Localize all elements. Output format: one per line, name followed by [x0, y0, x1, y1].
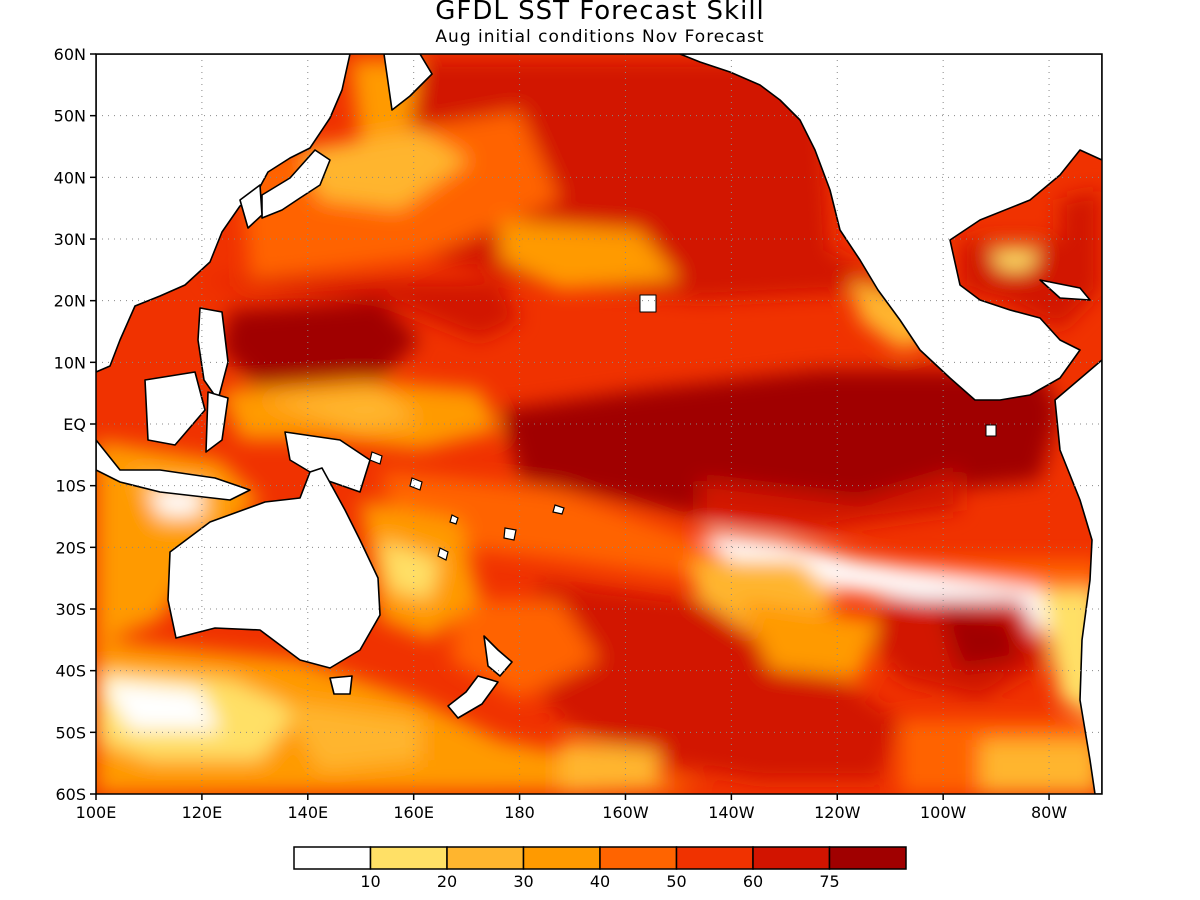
subtropical-low-skill — [700, 530, 1060, 640]
lon-tick-label: 120W — [814, 803, 861, 822]
lon-tick-label: 140E — [287, 803, 328, 822]
lon-tick-label: 100W — [920, 803, 967, 822]
borneo-land — [144, 371, 206, 446]
lat-tick-label: 10S — [55, 477, 86, 496]
japan-land — [261, 149, 331, 219]
tasmania-land — [329, 675, 353, 695]
lon-tick-label: 160E — [393, 803, 434, 822]
sumatra-java-land — [96, 439, 251, 501]
colorbar-label: 20 — [437, 872, 457, 891]
lat-tick-label: 30N — [54, 230, 86, 249]
lat-tick-label: 20S — [55, 538, 86, 557]
colorbar-swatch — [752, 846, 831, 870]
lat-tick-label: 10N — [54, 353, 86, 372]
cuba-land — [1039, 279, 1091, 301]
lat-tick-label: 60N — [54, 45, 86, 64]
kamchatka-land — [383, 54, 433, 111]
colorbar-label: 30 — [513, 872, 533, 891]
lon-tick-label: 140W — [708, 803, 755, 822]
map-axes: 60N50N40N30N20N10NEQ10S20S30S40S50S60S10… — [54, 45, 1068, 822]
land-masses — [96, 54, 1102, 794]
colorbar-swatch — [446, 846, 525, 870]
new-zealand-south-land — [447, 675, 499, 719]
colorbar-swatch — [522, 846, 601, 870]
pacific-islands — [369, 451, 565, 561]
lat-tick-label: 60S — [55, 785, 86, 804]
sulawesi-land — [205, 391, 229, 453]
korea-land — [239, 184, 263, 229]
lon-tick-label: 80W — [1031, 803, 1067, 822]
lon-tick-label: 180 — [504, 803, 535, 822]
lat-tick-label: 20N — [54, 292, 86, 311]
lon-tick-label: 120E — [182, 803, 223, 822]
colorbar-label: 50 — [666, 872, 686, 891]
new-guinea-land — [284, 431, 371, 493]
lon-tick-label: 100E — [76, 803, 117, 822]
lon-tick-label: 160W — [602, 803, 649, 822]
lat-tick-label: 30S — [55, 600, 86, 619]
lat-tick-label: 50S — [55, 723, 86, 742]
asia-land — [96, 54, 351, 373]
colorbar-label: 40 — [590, 872, 610, 891]
west-pacific-max — [220, 300, 420, 390]
skill-field — [96, 54, 1102, 794]
colorbar-legend: 10 20 30 40 50 60 75 — [293, 846, 907, 891]
lat-tick-label: 40S — [55, 662, 86, 681]
colorbar-label: 75 — [819, 872, 839, 891]
map-title: GFDL SST Forecast Skill — [435, 0, 765, 26]
colorbar-swatch — [675, 846, 754, 870]
colorbar-swatch — [828, 846, 907, 870]
map-subtitle: Aug initial conditions Nov Forecast — [435, 27, 765, 47]
lat-tick-label: 50N — [54, 107, 86, 126]
lat-tick-label: 40N — [54, 168, 86, 187]
colorbar-label: 60 — [743, 872, 763, 891]
australia-land — [167, 467, 381, 669]
colorbar-swatch — [293, 846, 372, 870]
colorbar-label: 10 — [360, 872, 380, 891]
colorbar-swatch — [369, 846, 448, 870]
colorbar-swatch — [599, 846, 678, 870]
lat-tick-label: EQ — [63, 415, 86, 434]
south-america-land — [1054, 359, 1102, 794]
new-zealand-north-land — [483, 635, 513, 677]
north-america-land — [679, 54, 1102, 401]
